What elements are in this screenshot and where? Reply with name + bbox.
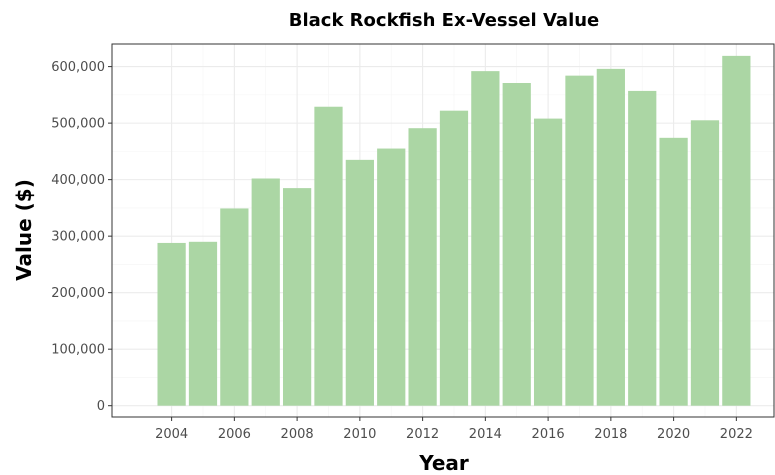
y-axis-title: Value ($) xyxy=(12,179,36,281)
bar-2022 xyxy=(722,55,751,406)
bar-2021 xyxy=(690,120,720,406)
bar-2020 xyxy=(659,137,688,406)
x-tick-label: 2014 xyxy=(469,427,502,442)
bar-2017 xyxy=(565,75,594,406)
x-tick-label: 2012 xyxy=(406,427,439,442)
bar-2016 xyxy=(533,118,563,406)
x-tick-label: 2008 xyxy=(281,427,314,442)
bar-2014 xyxy=(471,71,500,406)
bar-2006 xyxy=(220,208,249,406)
bar-2011 xyxy=(377,148,406,406)
chart-title: Black Rockfish Ex-Vessel Value xyxy=(289,10,600,31)
y-tick-label: 200,000 xyxy=(51,286,105,301)
x-tick-label: 2022 xyxy=(720,427,753,442)
bar-2009 xyxy=(314,106,343,406)
bars xyxy=(157,55,751,406)
bar-2007 xyxy=(251,178,280,406)
bar-2018 xyxy=(596,68,625,406)
x-tick-label: 2020 xyxy=(657,427,690,442)
bar-2010 xyxy=(345,159,374,406)
y-tick-label: 400,000 xyxy=(51,173,105,188)
x-tick-label: 2018 xyxy=(594,427,627,442)
bar-2012 xyxy=(408,128,437,406)
y-tick-label: 300,000 xyxy=(51,230,105,245)
bar-2013 xyxy=(439,110,469,406)
x-axis: 2004 2006 2008 2010 2012 2014 2016 2018 2020 2022 xyxy=(155,417,753,442)
bar-2005 xyxy=(188,241,218,406)
bar-2008 xyxy=(282,188,312,406)
y-tick-label: 100,000 xyxy=(51,343,105,358)
y-tick-label: 500,000 xyxy=(51,117,105,132)
x-tick-label: 2006 xyxy=(218,427,251,442)
y-axis: 0 100,000 200,000 300,000 400,000 500,000 600,… xyxy=(51,60,112,414)
panel-border xyxy=(111,43,775,418)
y-tick-label: 0 xyxy=(97,399,105,414)
bar-2015 xyxy=(502,82,531,406)
x-tick-label: 2010 xyxy=(343,427,376,442)
x-tick-label: 2016 xyxy=(532,427,565,442)
bar-2019 xyxy=(628,90,657,406)
x-tick-label: 2004 xyxy=(155,427,188,442)
bar-2004 xyxy=(157,242,186,406)
y-tick-label: 600,000 xyxy=(51,60,105,75)
x-axis-title: Year xyxy=(418,451,469,475)
